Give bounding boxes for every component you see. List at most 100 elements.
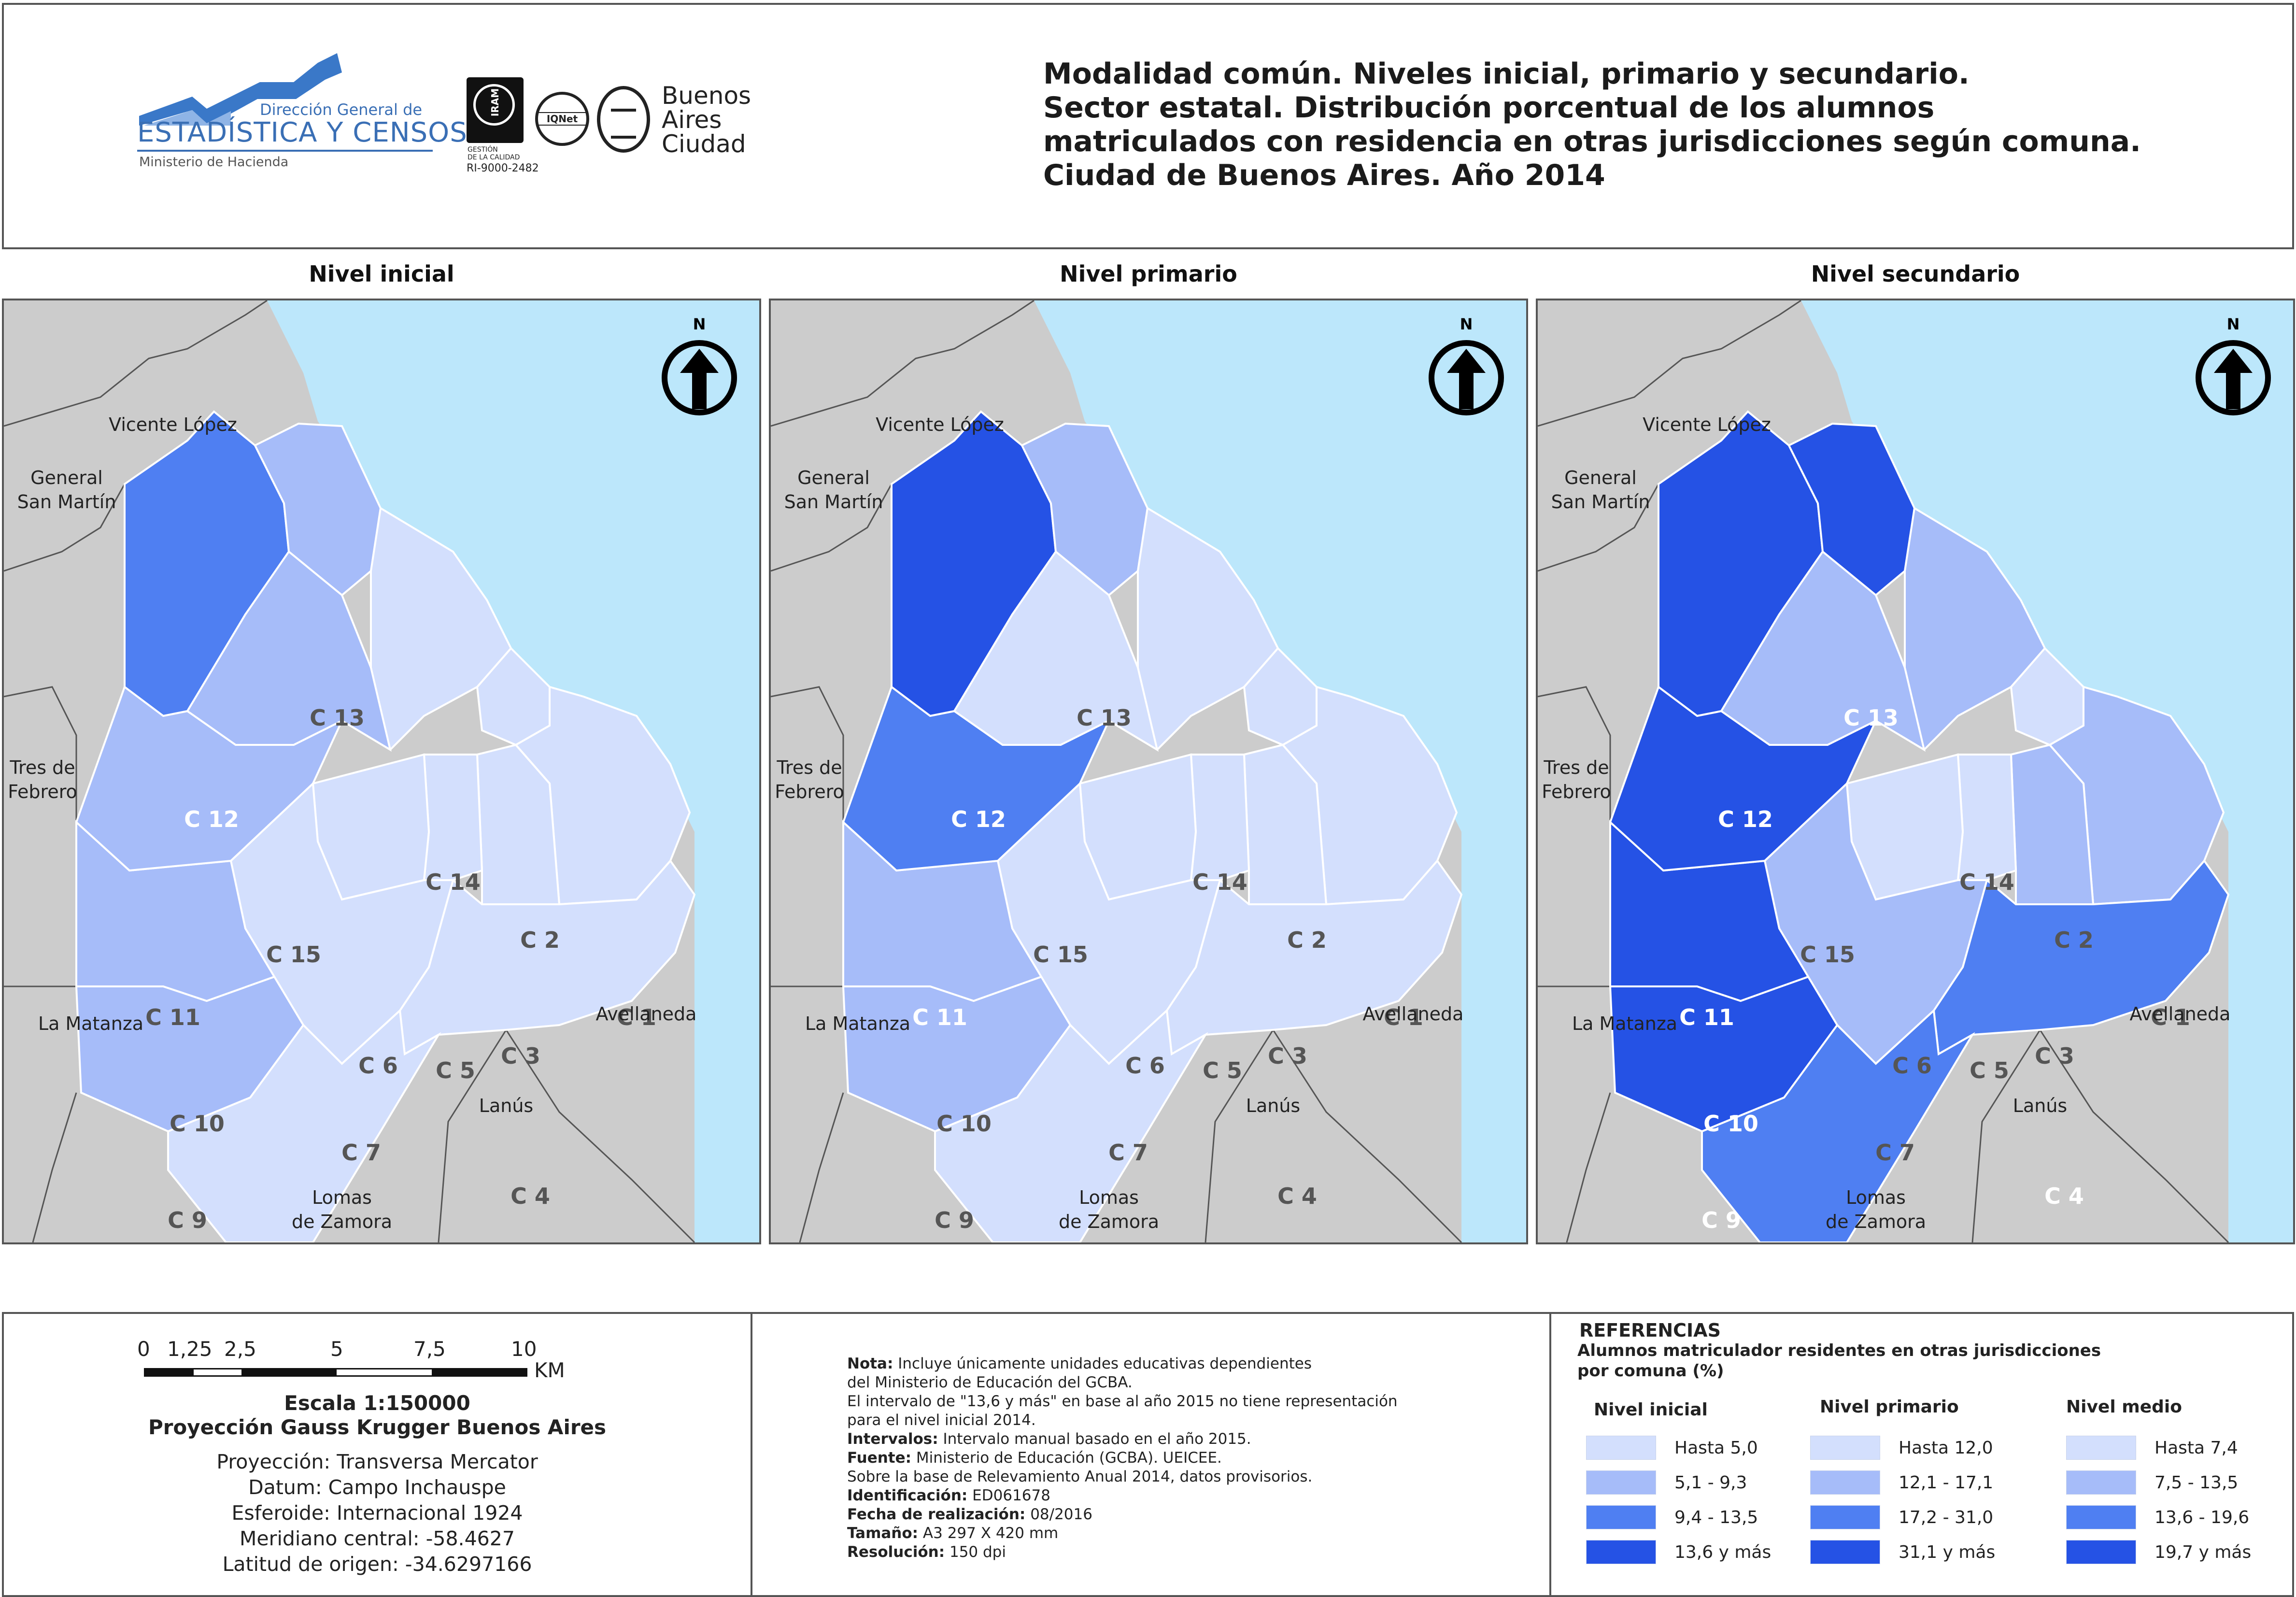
legend-subheading-1: Alumnos matriculador residentes en otras… — [1577, 1341, 2101, 1360]
logo-line1: Dirección General de — [260, 100, 423, 119]
legend-item: 17,2 - 31,0 — [1810, 1505, 1993, 1529]
legend-swatch — [2066, 1470, 2136, 1495]
map-panel-secundario: C 1C 2C 3C 4C 5C 6C 7C 8C 9C 10C 11C 12C… — [1536, 299, 2295, 1244]
projection-line-2: Datum: Campo Inchauspe — [248, 1476, 506, 1499]
title-line-1: Modalidad común. Niveles inicial, primar… — [1043, 57, 1970, 91]
logo-line3: Ministerio de Hacienda — [139, 155, 289, 170]
iram-name: IRAM — [489, 88, 501, 117]
comuna-label: C 14 — [425, 869, 481, 895]
jurisdiction-border — [4, 686, 77, 822]
scale-text: Escala 1:150000 — [284, 1391, 470, 1415]
arrow-logo-icon — [139, 53, 342, 126]
comuna-label: C 6 — [358, 1053, 398, 1079]
scale-tick-4: 7,5 — [413, 1337, 446, 1361]
title-line-3: matriculados con residencia en otras jur… — [1043, 125, 2141, 158]
jurisdiction-border — [1205, 1029, 1274, 1242]
jurisdiction-border — [1538, 686, 1611, 822]
place-label: Vicente López — [876, 414, 1004, 435]
comuna-label: C 2 — [520, 927, 560, 953]
place-label: Avellaneda — [2130, 1003, 2231, 1025]
north-arrow-icon — [2196, 340, 2271, 415]
comuna-label: C 14 — [1959, 869, 2014, 895]
ba-line1: Buenos — [662, 82, 751, 110]
place-label: Avellaneda — [1363, 1003, 1464, 1025]
map-svg-primario: C 1C 2C 3C 4C 5C 6C 7C 8C 9C 10C 11C 12C… — [771, 300, 1526, 1242]
map-panel-primario: C 1C 2C 3C 4C 5C 6C 7C 8C 9C 10C 11C 12C… — [769, 299, 1528, 1244]
comuna-c5 — [1956, 754, 2017, 881]
logo-underline — [137, 150, 433, 152]
place-label: La Matanza — [38, 1013, 143, 1034]
footer-box: 0 1,25 2,5 5 7,5 10 KM Escala 1:150000 P… — [2, 1312, 2294, 1597]
scale-tick-0: 0 — [137, 1337, 150, 1361]
jurisdiction-border — [32, 1092, 77, 1242]
note-fuente: Fuente: Ministerio de Educación (GCBA). … — [847, 1449, 1222, 1467]
comuna-label: C 6 — [1892, 1053, 1932, 1079]
legend-label: 12,1 - 17,1 — [1899, 1472, 1994, 1493]
jurisdiction-border — [799, 1092, 844, 1242]
note-nota-2: del Ministerio de Educación del GCBA. — [847, 1374, 1133, 1391]
place-label: Febrero — [775, 781, 844, 802]
legend-label: Hasta 7,4 — [2154, 1438, 2238, 1458]
place-label: General — [30, 467, 103, 488]
legend-swatch — [1586, 1470, 1656, 1495]
comuna-label: C 5 — [1970, 1057, 2009, 1084]
comuna-label: C 3 — [1268, 1043, 1307, 1069]
place-label: Vicente López — [1643, 414, 1771, 435]
ba-line2: Aires — [662, 106, 722, 134]
north-label: N — [2227, 315, 2240, 333]
legend-label: 7,5 - 13,5 — [2154, 1472, 2239, 1493]
comuna-label: C 12 — [184, 806, 239, 832]
cert-caption1: GESTIÓN — [468, 146, 498, 154]
note-identificacion: Identificación: ED061678 — [847, 1487, 1050, 1504]
projection-line-4: Meridiano central: -58.4627 — [240, 1527, 515, 1550]
legend-subheading-2: por comuna (%) — [1577, 1361, 1724, 1381]
comuna-label: C 9 — [935, 1207, 974, 1233]
north-arrow-icon — [1429, 340, 1504, 415]
legend-label: Hasta 5,0 — [1674, 1438, 1758, 1458]
scale-section: 0 1,25 2,5 5 7,5 10 KM Escala 1:150000 P… — [4, 1314, 751, 1595]
ba-line3: Ciudad — [662, 130, 746, 158]
legend-swatch — [2066, 1540, 2136, 1564]
place-label: General — [1564, 467, 1637, 488]
header-box: Dirección General de ESTADÍSTICA Y CENSO… — [2, 3, 2294, 249]
iqnet-logo: IQNet — [535, 92, 589, 146]
jurisdiction-border — [1971, 1029, 2041, 1242]
note-tamano: Tamaño: A3 297 X 420 mm — [847, 1525, 1059, 1542]
place-label: Avellaneda — [596, 1003, 697, 1025]
river-water — [1034, 300, 1526, 1242]
comuna-label: C 7 — [1875, 1140, 1915, 1166]
scale-unit: KM — [534, 1358, 565, 1382]
ba-seal-icon — [597, 86, 650, 153]
comuna-c15 — [953, 550, 1159, 752]
legend-swatch — [1586, 1540, 1656, 1564]
legend-label: 31,1 y más — [1899, 1542, 1996, 1562]
place-label: Lanús — [479, 1095, 533, 1116]
projection-line-3: Esferoide: Internacional 1924 — [231, 1501, 523, 1525]
place-label: Lomas — [1846, 1187, 1906, 1208]
scale-tick-5: 10 — [511, 1337, 537, 1361]
place-label: General — [797, 467, 870, 488]
iram-logo: IRAM — [467, 77, 524, 143]
legend-swatch — [2066, 1505, 2136, 1529]
panel-title-primario: Nivel primario — [1060, 261, 1237, 287]
note-fecha: Fecha de realización: 08/2016 — [847, 1506, 1092, 1523]
jurisdiction-border — [1566, 1092, 1611, 1242]
comuna-label: C 6 — [1125, 1053, 1165, 1079]
projection-line-1: Proyección: Transversa Mercator — [216, 1450, 538, 1473]
legend-item: 31,1 y más — [1810, 1540, 1995, 1564]
projection-line-5: Latitud de origen: -34.6297166 — [222, 1553, 532, 1576]
note-fuente-2: Sobre la base de Relevamiento Anual 2014… — [847, 1468, 1313, 1485]
legend-col-title-medio: Nivel medio — [2066, 1397, 2182, 1417]
comuna-label: C 4 — [1277, 1183, 1317, 1209]
legend-heading: REFERENCIAS — [1579, 1320, 1721, 1341]
jurisdiction-border — [1538, 300, 1801, 427]
iqnet-name: IQNet — [538, 112, 586, 126]
place-label: Lomas — [312, 1187, 372, 1208]
place-label: Tres de — [9, 757, 75, 778]
comuna-c15 — [186, 550, 392, 752]
cert-caption2: DE LA CALIDAD — [468, 154, 520, 161]
comuna-label: C 4 — [510, 1183, 550, 1209]
iram-circle-icon — [473, 84, 515, 126]
place-label: de Zamora — [1059, 1211, 1159, 1232]
comuna-label: C 11 — [1679, 1004, 1734, 1030]
